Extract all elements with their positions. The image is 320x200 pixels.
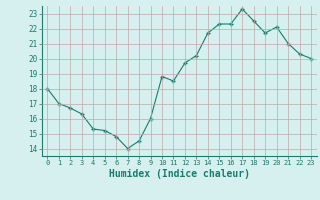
X-axis label: Humidex (Indice chaleur): Humidex (Indice chaleur)	[109, 169, 250, 179]
